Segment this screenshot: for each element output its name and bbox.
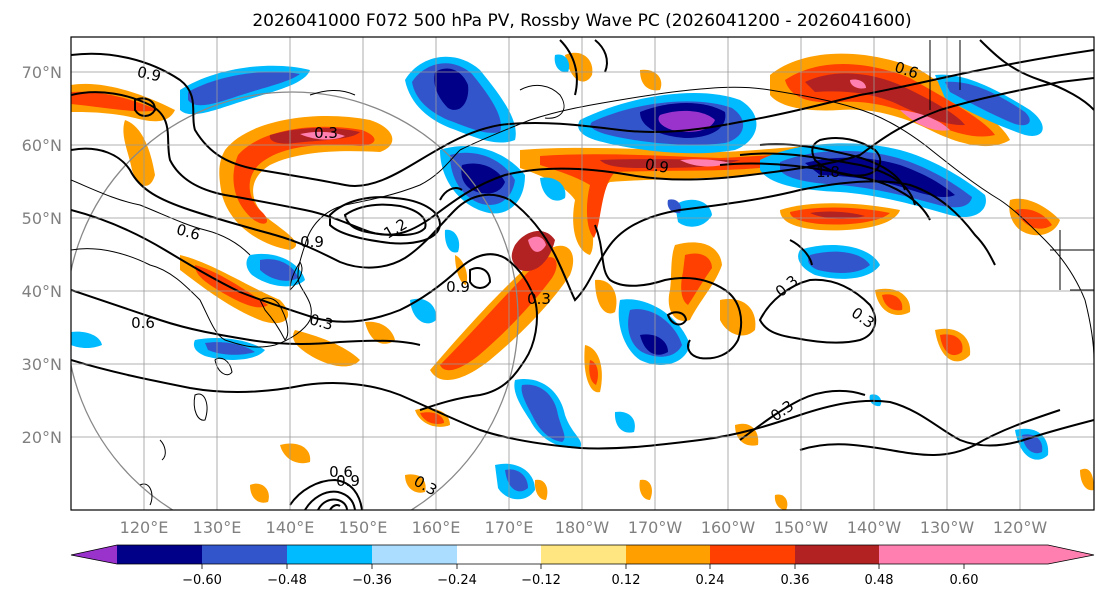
colorbar-tick-label: 0.12 bbox=[612, 573, 641, 588]
lon-label: 160°W bbox=[701, 518, 756, 537]
colorbar-tick-label: 0.60 bbox=[950, 573, 979, 588]
lat-label: 40°N bbox=[22, 282, 62, 301]
colorbar-extend-high bbox=[879, 545, 1094, 564]
colorbar-outline bbox=[70, 544, 1095, 565]
colorbar-tick-label: −0.48 bbox=[267, 573, 307, 588]
colorbar-segment bbox=[117, 545, 202, 564]
longitude-labels: 120°E 130°E 140°E 150°E 160°E 170°E 180°… bbox=[120, 518, 1048, 537]
colorbar-segment bbox=[795, 545, 879, 564]
contour-label: 0.3 bbox=[527, 290, 551, 308]
lat-label: 20°N bbox=[22, 428, 62, 447]
contour-label: 0.6 bbox=[131, 314, 155, 332]
pv-contours bbox=[71, 39, 1094, 510]
contour-label: 1.8 bbox=[816, 163, 840, 181]
lon-label: 130°E bbox=[193, 518, 242, 537]
colorbar-tick-label: 0.48 bbox=[865, 573, 894, 588]
contour-label: 0.9 bbox=[446, 278, 470, 296]
colorbar-segment bbox=[287, 545, 372, 564]
lat-label: 30°N bbox=[22, 355, 62, 374]
figure-title: 2026041000 F072 500 hPa PV, Rossby Wave … bbox=[252, 11, 911, 31]
contour-label: 0.6 bbox=[329, 463, 353, 481]
lon-label: 140°W bbox=[847, 518, 902, 537]
colorbar-tick-label: −0.36 bbox=[352, 573, 392, 588]
colorbar-tick-label: −0.12 bbox=[521, 573, 561, 588]
contour-label: 0.9 bbox=[135, 63, 162, 86]
colorbar-tick-label: −0.60 bbox=[182, 573, 222, 588]
colorbar-segment bbox=[710, 545, 795, 564]
contour-label: 0.9 bbox=[644, 155, 671, 177]
contour-label: 0.3 bbox=[314, 124, 338, 142]
negative-pv-areas bbox=[71, 54, 1049, 500]
colorbar-tick-label: 0.36 bbox=[781, 573, 810, 588]
contour-label: 0.9 bbox=[336, 472, 360, 490]
lon-label: 170°E bbox=[485, 518, 534, 537]
map-panel: 0.9 0.3 0.6 0.9 1.2 0.9 0.3 0.9 1.8 0.6 … bbox=[22, 36, 1095, 537]
lon-label: 120°E bbox=[120, 518, 169, 537]
contour-label: 0.6 bbox=[174, 220, 202, 244]
lon-label: 140°E bbox=[266, 518, 315, 537]
lon-label: 130°W bbox=[920, 518, 975, 537]
lon-label: 180°W bbox=[555, 518, 610, 537]
lon-label: 160°E bbox=[412, 518, 461, 537]
colorbar-tick-labels: −0.60 −0.48 −0.36 −0.24 −0.12 0.12 0.24 … bbox=[182, 573, 978, 588]
gridlines bbox=[71, 37, 1094, 510]
reference-circle bbox=[71, 91, 519, 510]
colorbar-tick-label: −0.24 bbox=[437, 573, 477, 588]
colorbar-extend-low bbox=[71, 545, 117, 564]
map-frame bbox=[70, 36, 1095, 511]
colorbar-segment bbox=[457, 545, 541, 564]
lat-label: 70°N bbox=[22, 63, 62, 82]
lon-label: 120°W bbox=[993, 518, 1048, 537]
lon-label: 170°W bbox=[628, 518, 683, 537]
colorbar-segment bbox=[541, 545, 626, 564]
colorbar-tick-label: 0.24 bbox=[696, 573, 725, 588]
contour-labels: 0.9 0.3 0.6 0.9 1.2 0.9 0.3 0.9 1.8 0.6 … bbox=[131, 58, 921, 499]
colorbar-ticks bbox=[201, 564, 965, 569]
contour-label: 0.9 bbox=[300, 233, 324, 251]
contour-label: 0.3 bbox=[307, 310, 335, 334]
colorbar-segments bbox=[71, 545, 1094, 564]
colorbar-segment bbox=[626, 545, 710, 564]
colorbar-segment bbox=[372, 545, 457, 564]
lon-label: 150°E bbox=[339, 518, 388, 537]
lat-label: 60°N bbox=[22, 136, 62, 155]
lat-label: 50°N bbox=[22, 209, 62, 228]
colorbar-segment bbox=[202, 545, 287, 564]
colorbar: −0.60 −0.48 −0.36 −0.24 −0.12 0.12 0.24 … bbox=[70, 544, 1095, 588]
lon-label: 150°W bbox=[774, 518, 829, 537]
latitude-labels: 70°N 60°N 50°N 40°N 30°N 20°N bbox=[22, 63, 62, 447]
